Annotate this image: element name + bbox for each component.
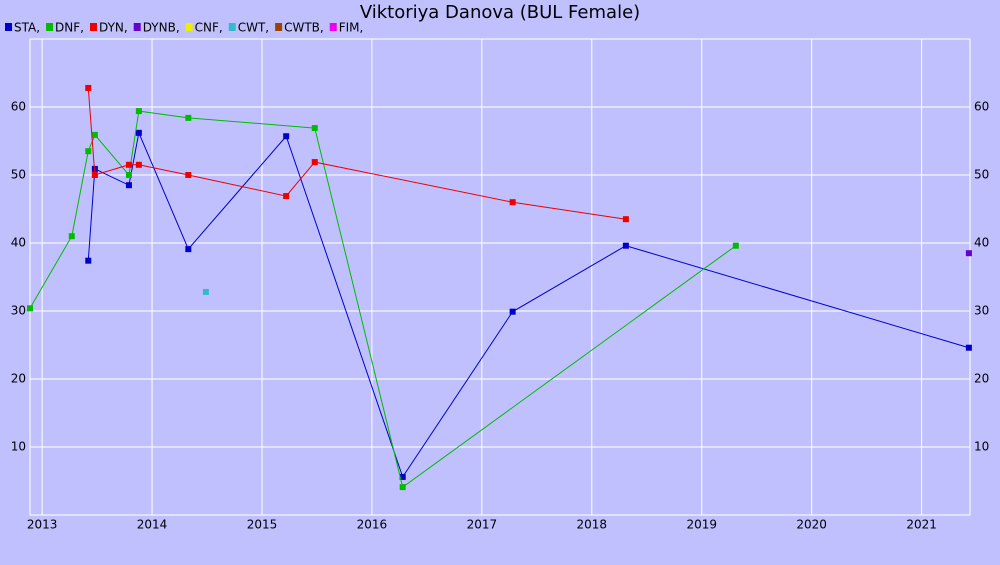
data-point — [202, 288, 209, 295]
series-line — [29, 110, 737, 488]
data-point — [283, 133, 290, 140]
legend-swatch — [185, 23, 193, 31]
data-point — [85, 257, 92, 264]
data-point — [311, 125, 318, 132]
data-point — [135, 129, 142, 136]
data-point — [91, 172, 98, 178]
y-tick-label: 40 — [11, 236, 26, 250]
legend-label: FIM, — [339, 21, 364, 35]
y-tick-label: 20 — [11, 372, 26, 386]
data-point — [91, 131, 98, 138]
x-tick-label: 2016 — [357, 518, 388, 532]
data-point — [965, 344, 972, 351]
legend-swatch — [46, 23, 54, 31]
legend-swatch — [228, 23, 236, 31]
x-tick-label: 2017 — [467, 518, 498, 532]
y-tick-label-right: 10 — [974, 440, 989, 454]
legend-swatch — [133, 23, 141, 31]
x-tick-label: 2014 — [137, 518, 168, 532]
y-tick-label-right: 20 — [974, 372, 989, 386]
data-point — [85, 84, 92, 91]
data-point — [399, 484, 406, 491]
data-point — [125, 172, 132, 178]
legend-label: DNF, — [55, 21, 84, 35]
data-point — [85, 148, 92, 155]
y-tick-label: 60 — [11, 100, 26, 114]
x-tick-label: 2015 — [247, 518, 278, 532]
legend-label: STA, — [14, 21, 40, 35]
data-point — [283, 193, 290, 200]
data-point — [185, 114, 192, 121]
x-tick-label: 2019 — [686, 518, 717, 532]
x-tick-label: 2013 — [27, 518, 58, 532]
legend-swatch — [89, 23, 97, 31]
data-point — [509, 308, 516, 315]
y-tick-label-right: 40 — [974, 236, 989, 250]
y-tick-label-right: 30 — [974, 304, 989, 318]
legend-label: CWTB, — [284, 21, 324, 35]
x-tick-label: 2020 — [796, 518, 827, 532]
data-point — [125, 182, 132, 189]
data-point — [27, 305, 33, 312]
data-point — [622, 216, 629, 223]
data-point — [399, 473, 406, 480]
series-line — [87, 131, 970, 479]
y-tick-label-right: 50 — [974, 168, 989, 182]
legend-label: DYN, — [99, 21, 128, 35]
y-tick-label: 30 — [11, 304, 26, 318]
data-point — [732, 242, 739, 249]
legend-label: CWT, — [238, 21, 269, 35]
chart-title: Viktoriya Danova (BUL Female) — [360, 2, 640, 23]
legend-swatch — [275, 23, 283, 31]
data-point — [125, 161, 132, 168]
data-point — [622, 242, 629, 249]
legend-swatch — [329, 23, 337, 31]
data-point — [68, 233, 75, 240]
x-tick-label: 2018 — [577, 518, 608, 532]
y-tick-label: 50 — [11, 168, 26, 182]
data-point — [509, 199, 516, 206]
data-point — [135, 161, 142, 168]
legend-swatch — [5, 23, 12, 31]
legend-label: DYNB, — [143, 21, 180, 35]
y-tick-label-right: 60 — [974, 100, 989, 114]
legend-label: CNF, — [195, 21, 223, 35]
x-tick-label: 2021 — [906, 518, 937, 532]
data-point — [185, 172, 192, 178]
y-tick-label: 10 — [11, 440, 26, 454]
data-point — [135, 108, 142, 115]
data-point — [965, 250, 972, 257]
data-point — [311, 159, 318, 166]
plot-frame — [29, 38, 971, 516]
data-point — [185, 246, 192, 253]
